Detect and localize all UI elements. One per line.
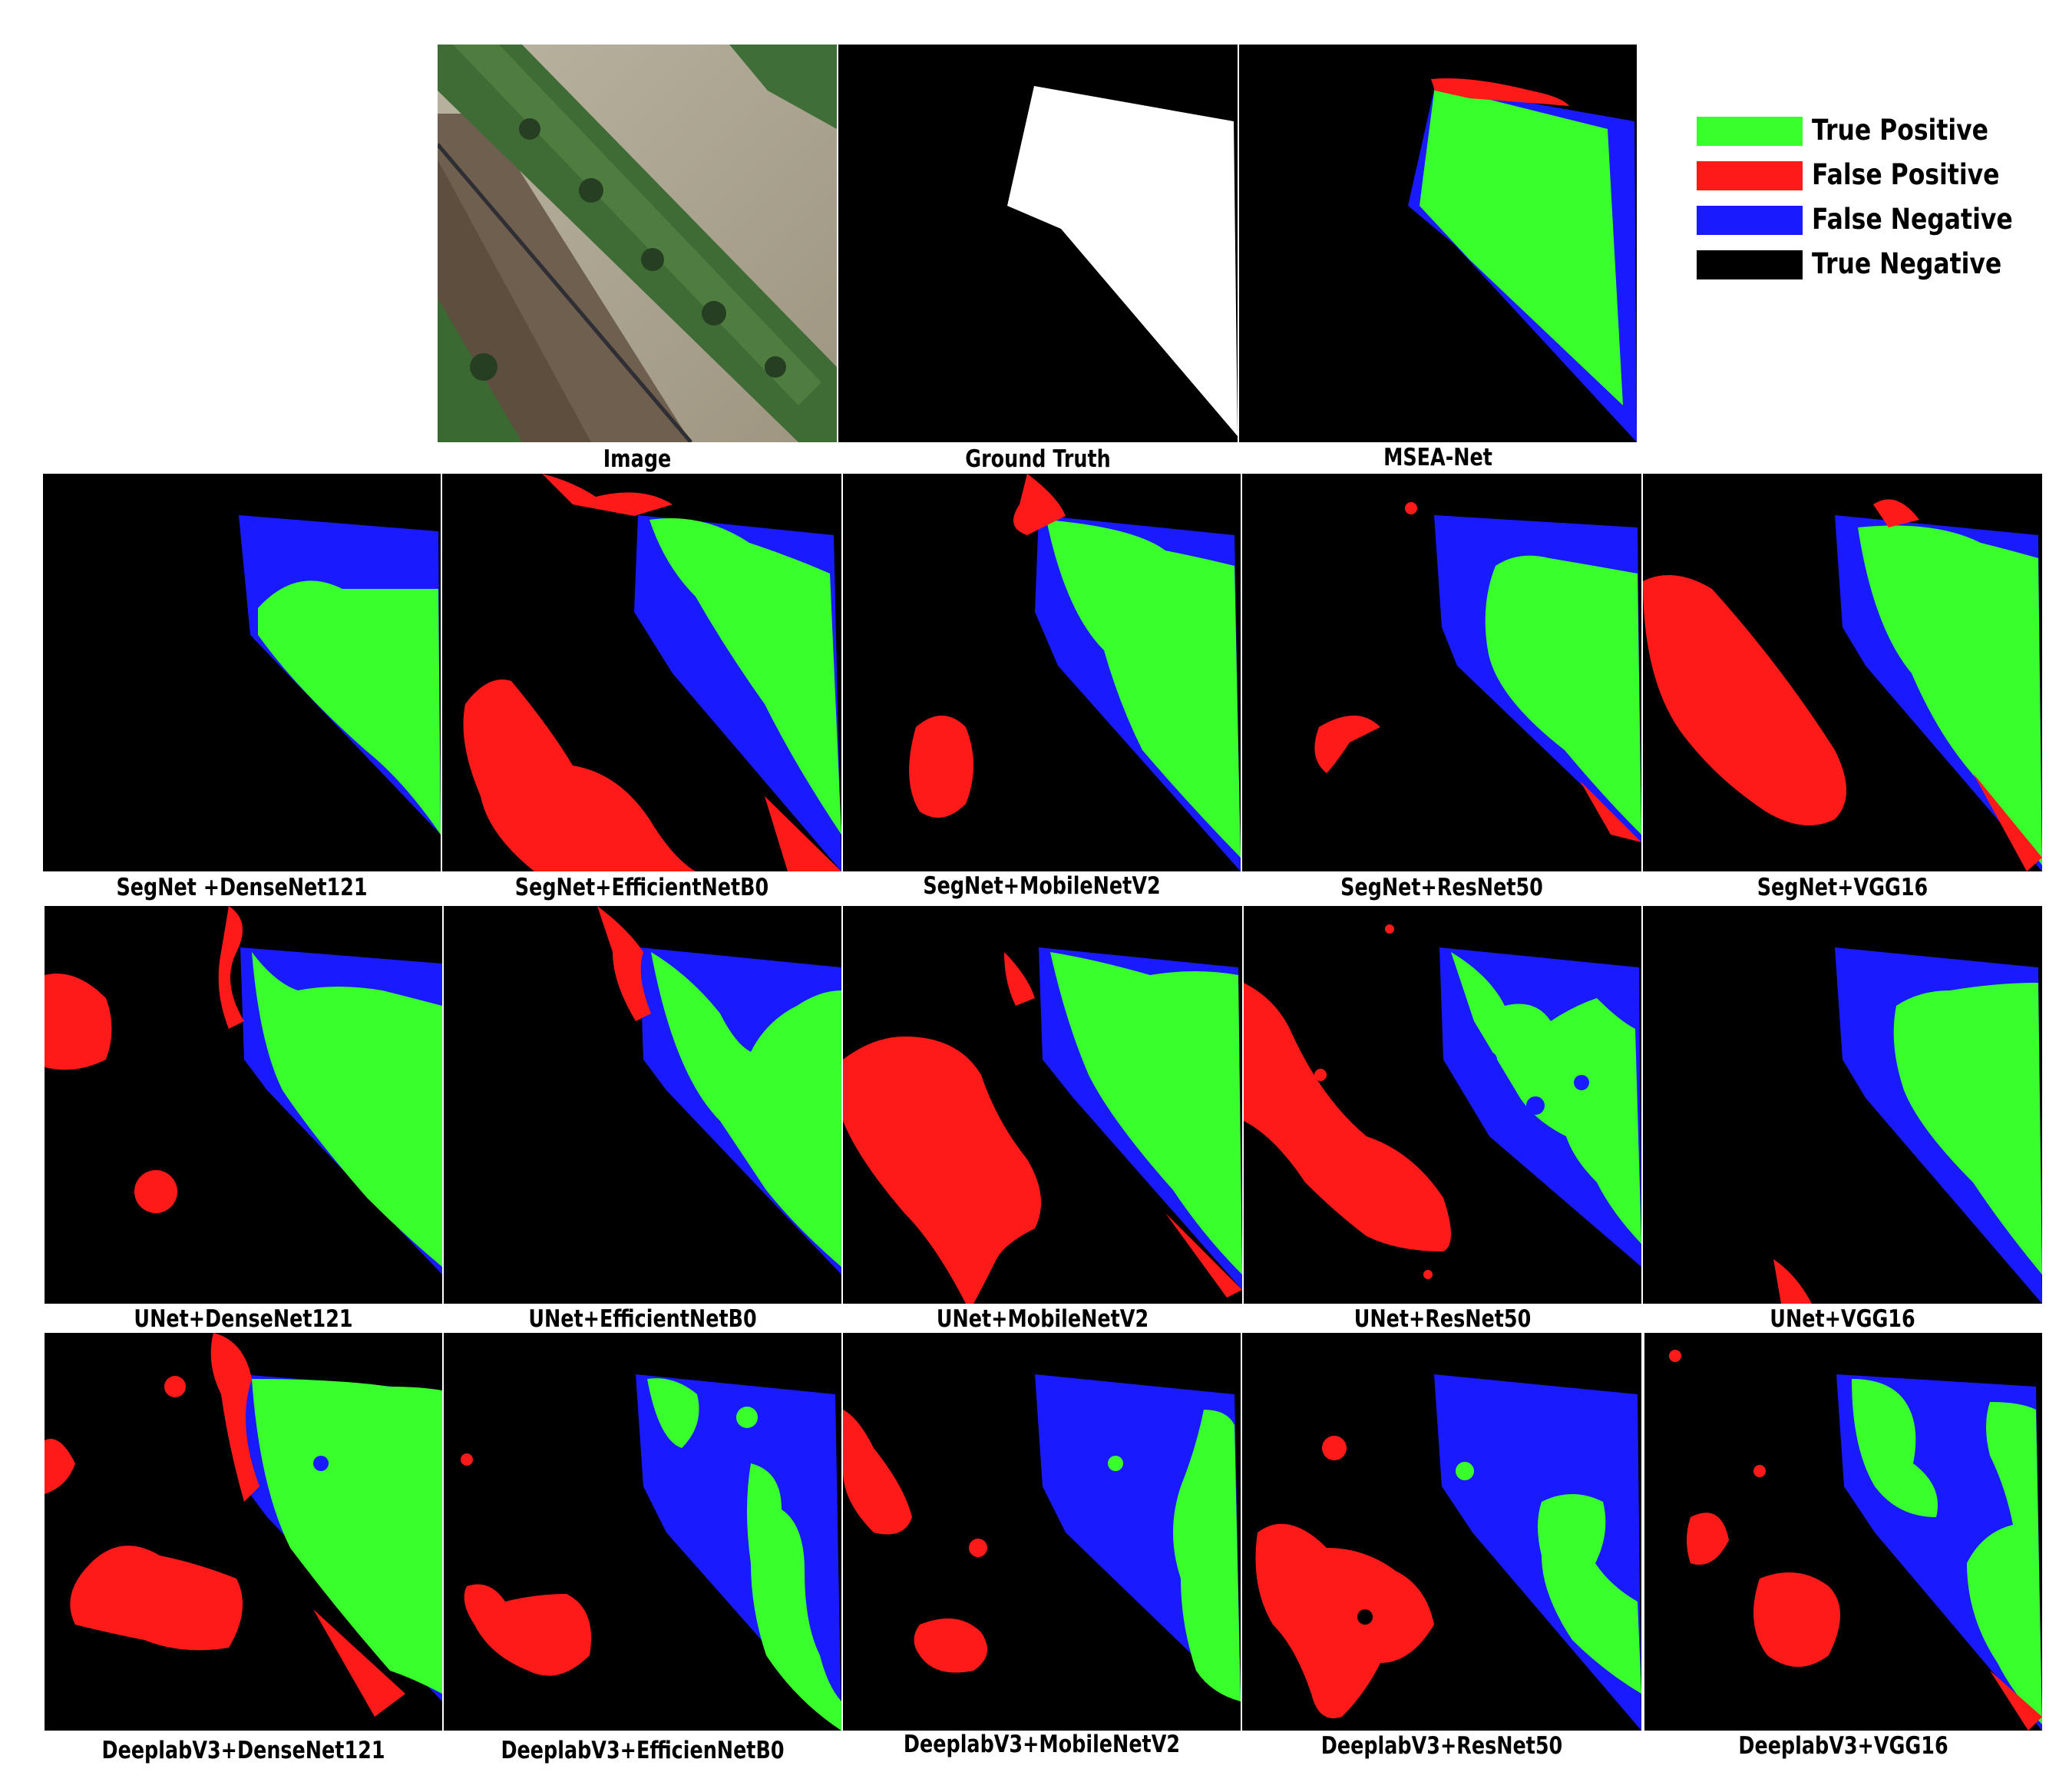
deeplabv3-resnet50-mask <box>1255 1374 1641 1731</box>
image-caption: Image <box>603 445 672 473</box>
segnet-resnet50-mask <box>1314 502 1641 842</box>
row2-caption-2: UNet+EfficientNetB0 <box>528 1305 757 1333</box>
row2-caption-1: UNet+DenseNet121 <box>134 1305 353 1333</box>
legend-label: False Negative <box>1812 203 2013 236</box>
unet-densenet121-mask <box>45 906 442 1275</box>
legend-swatch <box>1697 250 1803 279</box>
msea-net-caption: MSEA-Net <box>1383 444 1492 471</box>
deeplabv3-efficiennetb0-panel <box>444 1333 841 1731</box>
legend-swatch <box>1697 161 1803 190</box>
segnet-densenet121-panel <box>43 474 441 871</box>
deeplabv3-vgg16-panel <box>1644 1333 2042 1731</box>
row1-caption-2: SegNet+EfficientNetB0 <box>514 874 769 901</box>
row1-caption-5: SegNet+VGG16 <box>1757 874 1929 901</box>
aerial-image-panel <box>438 45 837 442</box>
segnet-mobilenetv2-panel <box>843 474 1241 871</box>
unet-mobilenetv2-mask <box>843 947 1242 1304</box>
deeplabv3-efficiennetb0-mask <box>461 1374 841 1731</box>
legend-swatch <box>1697 206 1803 235</box>
row1-caption-3: SegNet+MobileNetV2 <box>923 872 1161 900</box>
segnet-vgg16-panel <box>1643 474 2042 871</box>
ground-truth-mask <box>1007 86 1238 436</box>
legend-item-false-positive: False Positive <box>1689 158 2011 192</box>
row3-caption-4: DeeplabV3+ResNet50 <box>1320 1732 1563 1760</box>
deeplabv3-mobilenetv2-mask <box>843 1374 1241 1701</box>
msea-net-mask <box>1408 78 1637 442</box>
unet-resnet50-mask <box>1244 924 1641 1279</box>
deeplabv3-resnet50-panel <box>1242 1333 1641 1731</box>
legend-item-false-negative: False Negative <box>1689 203 2013 236</box>
legend-label: True Negative <box>1812 247 2002 280</box>
deeplabv3-densenet121-panel <box>45 1333 442 1731</box>
unet-mobilenetv2-panel <box>843 906 1242 1304</box>
deeplabv3-mobilenetv2-panel <box>843 1333 1241 1731</box>
unet-efficientnetb0-panel <box>444 906 841 1304</box>
legend-label: False Positive <box>1812 158 2000 191</box>
row1-caption-4: SegNet+ResNet50 <box>1340 874 1543 901</box>
unet-vgg16-panel <box>1643 906 2042 1304</box>
segnet-densenet121-mask <box>239 515 441 835</box>
row3-caption-5: DeeplabV3+VGG16 <box>1738 1732 1948 1760</box>
segnet-resnet50-panel <box>1242 474 1641 871</box>
row3-caption-2: DeeplabV3+EfficienNetB0 <box>501 1737 785 1764</box>
legend-swatch <box>1697 117 1803 146</box>
row2-caption-5: UNet+VGG16 <box>1770 1305 1915 1333</box>
segnet-efficientnetb0-panel <box>442 474 841 871</box>
ground-truth-caption: Ground Truth <box>965 445 1111 473</box>
legend-item-true-negative: True Negative <box>1689 247 2011 281</box>
segnet-efficientnetb0-mask <box>463 474 841 871</box>
row2-caption-3: UNet+MobileNetV2 <box>936 1305 1149 1333</box>
unet-vgg16-mask <box>1773 947 2042 1304</box>
unet-resnet50-panel <box>1244 906 1641 1304</box>
unet-densenet121-panel <box>45 906 442 1304</box>
deeplabv3-vgg16-mask <box>1669 1350 2042 1731</box>
deeplabv3-densenet121-mask <box>45 1333 442 1717</box>
segnet-mobilenetv2-mask <box>909 474 1241 871</box>
aerial-image <box>438 45 837 442</box>
segnet-vgg16-mask <box>1643 499 2042 871</box>
unet-efficientnetb0-mask <box>597 906 841 1275</box>
row2-caption-4: UNet+ResNet50 <box>1353 1305 1532 1333</box>
ground-truth-panel <box>838 45 1238 442</box>
row1-caption-1: SegNet +DenseNet121 <box>116 874 368 901</box>
msea-net-panel <box>1239 45 1637 442</box>
legend-label: True Positive <box>1812 114 1988 147</box>
legend-item-true-positive: True Positive <box>1689 114 2011 147</box>
row3-caption-3: DeeplabV3+MobileNetV2 <box>903 1731 1181 1758</box>
row3-caption-1: DeeplabV3+DenseNet121 <box>101 1737 385 1764</box>
